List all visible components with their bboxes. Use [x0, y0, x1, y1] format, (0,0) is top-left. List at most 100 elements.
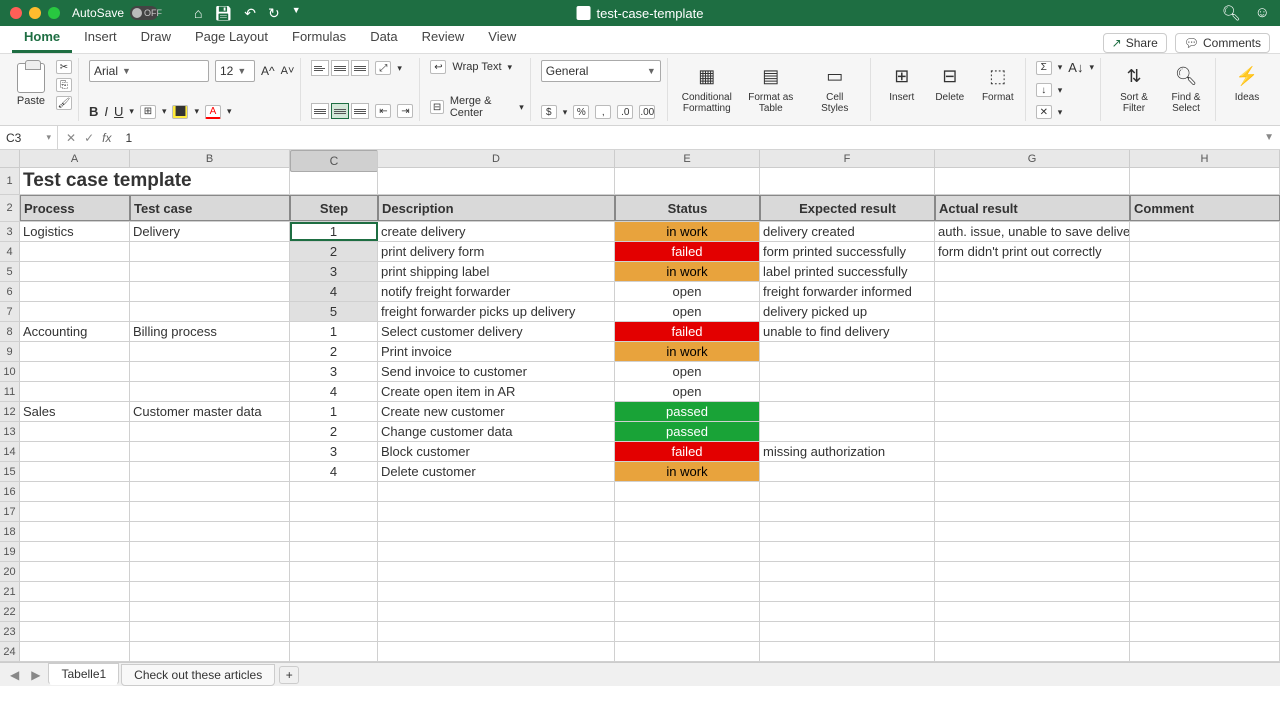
align-center[interactable] — [331, 103, 349, 119]
cell[interactable] — [615, 522, 760, 541]
cell[interactable] — [20, 642, 130, 661]
cell[interactable] — [290, 562, 378, 581]
cell[interactable] — [378, 522, 615, 541]
cell[interactable] — [378, 642, 615, 661]
header-cell[interactable]: Actual result — [935, 195, 1130, 221]
cell-testcase[interactable] — [130, 362, 290, 381]
format-painter-icon[interactable]: 🖌︎ — [56, 96, 72, 110]
cell[interactable] — [615, 642, 760, 661]
delete-cells-button[interactable]: ⊟Delete — [929, 60, 971, 119]
cell-process[interactable] — [20, 382, 130, 401]
cell[interactable] — [615, 562, 760, 581]
cell-step[interactable]: 5 — [290, 302, 378, 321]
cell-actual[interactable] — [935, 382, 1130, 401]
cell[interactable] — [760, 542, 935, 561]
cell[interactable] — [1130, 562, 1280, 581]
spreadsheet-grid[interactable]: 1Test case template2ProcessTest caseStep… — [0, 168, 1280, 662]
cell-step[interactable]: 3 — [290, 262, 378, 281]
cell[interactable] — [935, 562, 1130, 581]
cell[interactable] — [935, 642, 1130, 661]
row-header[interactable]: 7 — [0, 302, 20, 321]
cell[interactable] — [760, 482, 935, 501]
ribbon-tab-data[interactable]: Data — [358, 23, 409, 53]
row-header[interactable]: 19 — [0, 542, 20, 561]
conditional-formatting-button[interactable]: ▦Conditional Formatting — [678, 60, 736, 119]
cell-actual[interactable]: form didn't print out correctly — [935, 242, 1130, 261]
cell-testcase[interactable]: Delivery — [130, 222, 290, 241]
cell-testcase[interactable] — [130, 302, 290, 321]
cell-process[interactable] — [20, 242, 130, 261]
name-box[interactable]: C3▾ — [0, 126, 58, 149]
select-all-corner[interactable] — [0, 150, 20, 167]
cell-process[interactable] — [20, 282, 130, 301]
cell-status[interactable]: open — [615, 302, 760, 321]
cell[interactable] — [935, 168, 1130, 194]
cell[interactable] — [290, 522, 378, 541]
cell[interactable] — [615, 482, 760, 501]
cell[interactable] — [935, 602, 1130, 621]
cell[interactable] — [130, 582, 290, 601]
cell-actual[interactable] — [935, 402, 1130, 421]
cell-status[interactable]: failed — [615, 322, 760, 341]
cell[interactable] — [290, 582, 378, 601]
paste-button[interactable]: Paste — [12, 63, 50, 107]
row-header[interactable]: 24 — [0, 642, 20, 661]
row-header[interactable]: 16 — [0, 482, 20, 501]
autosave-toggle[interactable]: AutoSave OFF — [72, 6, 182, 20]
cell[interactable] — [615, 622, 760, 641]
percent-icon[interactable]: % — [573, 105, 589, 119]
cell[interactable] — [20, 622, 130, 641]
cell[interactable] — [378, 482, 615, 501]
column-header-A[interactable]: A — [20, 150, 130, 167]
cell[interactable] — [1130, 622, 1280, 641]
cell[interactable] — [760, 502, 935, 521]
cell[interactable] — [20, 582, 130, 601]
cell-status[interactable]: failed — [615, 242, 760, 261]
row-header[interactable]: 20 — [0, 562, 20, 581]
header-cell[interactable]: Comment — [1130, 195, 1280, 221]
cell-comment[interactable] — [1130, 442, 1280, 461]
cell-comment[interactable] — [1130, 342, 1280, 361]
cell-expected[interactable]: form printed successfully — [760, 242, 935, 261]
sheet-tab[interactable]: Tabelle1 — [48, 663, 119, 685]
cell-status[interactable]: passed — [615, 422, 760, 441]
cell-description[interactable]: Send invoice to customer — [378, 362, 615, 381]
cell-actual[interactable] — [935, 442, 1130, 461]
cell[interactable] — [1130, 582, 1280, 601]
cell-description[interactable]: print delivery form — [378, 242, 615, 261]
header-cell[interactable]: Process — [20, 195, 130, 221]
row-header[interactable]: 17 — [0, 502, 20, 521]
ribbon-tab-view[interactable]: View — [476, 23, 528, 53]
find-select-button[interactable]: 🔍︎Find & Select — [1163, 60, 1209, 119]
cell[interactable] — [20, 602, 130, 621]
row-header[interactable]: 4 — [0, 242, 20, 261]
cell-description[interactable]: notify freight forwarder — [378, 282, 615, 301]
cell-description[interactable]: Change customer data — [378, 422, 615, 441]
cell[interactable] — [20, 522, 130, 541]
currency-icon[interactable]: $ — [541, 105, 557, 119]
cell-expected[interactable]: missing authorization — [760, 442, 935, 461]
cell-comment[interactable] — [1130, 462, 1280, 481]
cell-expected[interactable] — [760, 382, 935, 401]
cell-description[interactable]: Select customer delivery — [378, 322, 615, 341]
cell-process[interactable] — [20, 342, 130, 361]
format-cells-button[interactable]: ⬚Format — [977, 60, 1019, 119]
qat-dropdown-icon[interactable]: ▼ — [292, 5, 301, 22]
cell-comment[interactable] — [1130, 302, 1280, 321]
cell[interactable] — [130, 622, 290, 641]
column-header-E[interactable]: E — [615, 150, 760, 167]
clear-icon[interactable]: ✕ — [1036, 105, 1052, 119]
cell-expected[interactable]: label printed successfully — [760, 262, 935, 281]
cell-testcase[interactable]: Customer master data — [130, 402, 290, 421]
cell-expected[interactable]: delivery created — [760, 222, 935, 241]
title-cell[interactable]: Test case template — [20, 168, 290, 194]
cell[interactable] — [615, 542, 760, 561]
cell-actual[interactable] — [935, 462, 1130, 481]
cell[interactable] — [1130, 502, 1280, 521]
cell[interactable] — [378, 582, 615, 601]
cell-comment[interactable] — [1130, 422, 1280, 441]
cell-process[interactable] — [20, 422, 130, 441]
cell-step[interactable]: 3 — [290, 442, 378, 461]
cell[interactable] — [130, 522, 290, 541]
cell[interactable] — [290, 622, 378, 641]
